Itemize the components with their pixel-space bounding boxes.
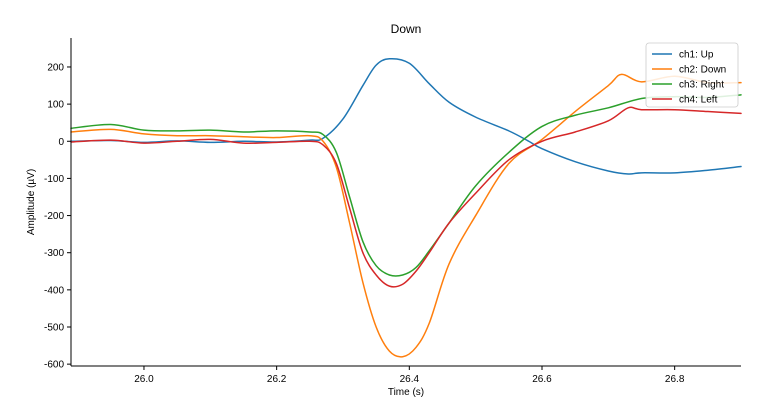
legend-label: ch3: Right <box>679 80 724 91</box>
series-line-ch4 <box>70 106 742 288</box>
x-tick-label: 26.0 <box>134 374 154 385</box>
y-tick-label: -300 <box>44 248 64 259</box>
legend-label: ch4: Left <box>679 95 718 106</box>
y-axis-label: Amplitude (µV) <box>26 169 37 235</box>
y-tick-label: 200 <box>47 62 64 73</box>
legend-label: ch2: Down <box>679 65 726 76</box>
x-tick-label: 26.8 <box>665 374 685 385</box>
y-tick-label: 0 <box>58 137 64 148</box>
series-line-ch3 <box>70 94 742 277</box>
x-tick-label: 26.2 <box>267 374 287 385</box>
plot-lines <box>70 57 742 358</box>
y-tick-label: -600 <box>44 360 64 371</box>
x-axis-label: Time (s) <box>388 387 424 398</box>
series-line-ch1 <box>70 57 742 175</box>
y-tick-label: -200 <box>44 211 64 222</box>
legend-box <box>645 42 739 108</box>
series-line-ch2 <box>70 73 742 358</box>
x-ticks: 26.0 26.2 26.4 26.6 26.8 <box>134 366 685 385</box>
y-ticks: 200 100 0 -100 -200 -300 -400 -500 -600 <box>44 62 71 371</box>
y-tick-label: 100 <box>47 100 64 111</box>
y-tick-label: -500 <box>44 322 64 333</box>
chart-title: Down <box>391 22 422 36</box>
legend: ch1: Up ch2: Down ch3: Right ch4: Left <box>645 42 739 108</box>
x-tick-label: 26.4 <box>400 374 420 385</box>
x-tick-label: 26.6 <box>532 374 552 385</box>
y-tick-label: -400 <box>44 285 64 296</box>
legend-label: ch1: Up <box>679 50 714 61</box>
axes: 26.0 26.2 26.4 26.6 26.8 200 100 0 -100 -200 -300… <box>44 38 741 385</box>
y-tick-label: -100 <box>44 174 64 185</box>
